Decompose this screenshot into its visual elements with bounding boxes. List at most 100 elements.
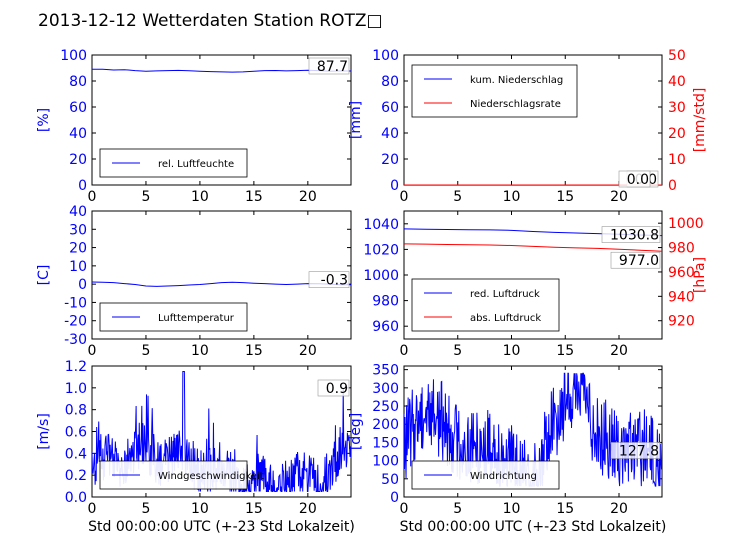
last-value-label: 0.9 (326, 381, 348, 397)
x-tick-label: 0 (400, 501, 409, 517)
last-value-label: 977.0 (619, 253, 659, 269)
y-tick-label: 960 (372, 319, 399, 335)
x-tick-label: 5 (141, 189, 150, 205)
y2-tick-label: 960 (668, 265, 695, 281)
x-tick-label: 10 (503, 343, 521, 359)
y-axis-label: [%] (36, 108, 52, 132)
x-tick-label: 15 (245, 501, 263, 517)
x-tick-label: 20 (610, 343, 628, 359)
y2-tick-label: 1000 (668, 216, 704, 232)
y-axis-label: [C] (36, 265, 52, 286)
legend-label: Windgeschwindigkeit (158, 471, 264, 482)
y-tick-label: 1.0 (65, 381, 87, 397)
legend-label: red. Luftdruck (470, 289, 540, 300)
y-tick-label: 0.6 (65, 425, 87, 441)
x-tick-label: 20 (610, 501, 628, 517)
y-tick-label: 980 (372, 294, 399, 310)
y2-tick-label: 920 (668, 314, 695, 330)
y-tick-label: 100 (60, 48, 87, 64)
x-tick-label: 15 (556, 343, 574, 359)
y-tick-label: 60 (381, 100, 399, 116)
last-value-box (308, 57, 350, 75)
y-tick-label: -20 (64, 314, 87, 330)
figure-title: 2013-12-12 Wetterdaten Station ROTZ□ (38, 11, 383, 31)
y-tick-label: 0 (78, 277, 87, 293)
x-tick-label: 5 (453, 189, 462, 205)
y-tick-label: 300 (372, 381, 399, 397)
y-tick-label: -10 (64, 295, 87, 311)
legend-box (411, 64, 578, 118)
y2-tick-label: 40 (668, 74, 686, 90)
legend-label: abs. Luftdruck (470, 313, 541, 324)
y-tick-label: 0 (390, 178, 399, 194)
legend-label: Niederschlagsrate (470, 99, 561, 110)
y-axis-label: [deg] (348, 413, 364, 450)
series-line-1 (92, 68, 351, 73)
x-tick-label: 10 (191, 343, 209, 359)
x-tick-label: 15 (245, 189, 263, 205)
x-tick-label: 0 (88, 189, 97, 205)
chart-panel-pressure: 0 5 10 15 20 960 980 1000 1020 1040 920 940 960 980 10… (363, 210, 708, 359)
series-line-2 (404, 243, 662, 252)
x-tick-label: 0 (400, 189, 409, 205)
x-tick-label: 0 (88, 343, 97, 359)
legend-label: Lufttemperatur (158, 313, 235, 324)
y-tick-label: 350 (372, 363, 399, 379)
x-tick-label: 5 (453, 501, 462, 517)
series-line-1 (92, 281, 351, 287)
y-tick-label: 100 (372, 48, 399, 64)
x-tick-label: 0 (88, 501, 97, 517)
y2-tick-label: 0 (668, 178, 677, 194)
legend-label: Windrichtung (470, 471, 537, 482)
y-tick-label: 0.8 (65, 403, 87, 419)
chart-panel-humidity: 0 5 10 15 20 0 20 40 60 80 100 [%] rel. Luftfeuchte 8… (36, 48, 352, 205)
chart-panel-windspeed: 0 5 10 15 20 0.0 0.2 0.4 0.6 0.8 1.0 1.2 [m/s] Std 00… (36, 359, 355, 535)
x-tick-label: 10 (503, 501, 521, 517)
y-tick-label: 0 (390, 490, 399, 506)
x-axis-label: Std 00:00:00 UTC (+-23 Std Lokalzeit) (400, 519, 667, 535)
last-value-box (308, 271, 350, 288)
last-value-box (610, 442, 661, 459)
y-tick-label: 250 (372, 399, 399, 415)
y-tick-label: 150 (372, 435, 399, 451)
last-value-label: -0.3 (321, 273, 348, 289)
x-tick-label: 15 (556, 189, 574, 205)
y-axis-label: [mm] (348, 101, 364, 139)
chart-panel-precip: 0 5 10 15 20 0 20 40 60 80 100 0 10 20 30 40 50 [mm/std] [… (348, 48, 708, 205)
y-tick-label: 0.0 (65, 490, 87, 506)
y-tick-label: 40 (69, 126, 87, 142)
x-tick-label: 5 (141, 343, 150, 359)
y-tick-label: 50 (381, 472, 399, 488)
y-tick-label: 0.4 (65, 446, 87, 462)
y-tick-label: 60 (69, 100, 87, 116)
x-tick-label: 20 (299, 343, 317, 359)
x-tick-label: 10 (503, 189, 521, 205)
last-value-label: 1030.8 (610, 228, 659, 244)
y-tick-label: 30 (69, 222, 87, 238)
x-tick-label: 5 (141, 501, 150, 517)
legend-box (411, 278, 560, 332)
y-tick-label: 0.2 (65, 468, 87, 484)
y-tick-label: 40 (69, 204, 87, 220)
y2-tick-label: 20 (668, 126, 686, 142)
y-tick-label: 20 (69, 241, 87, 257)
last-value-label: 127.8 (619, 443, 659, 459)
last-value-box-2 (618, 170, 651, 188)
y2-tick-label: 30 (668, 100, 686, 116)
y2-axis-label: [hPa] (692, 257, 708, 293)
x-axis-label: Std 00:00:00 UTC (+-23 Std Lokalzeit) (88, 519, 355, 535)
last-value-label: 0.0 (627, 172, 649, 188)
y-tick-label: 80 (69, 74, 87, 90)
y-tick-label: 200 (372, 417, 399, 433)
y-tick-label: 1020 (363, 242, 399, 258)
y-tick-label: 0 (78, 178, 87, 194)
y2-tick-label: 50 (668, 48, 686, 64)
x-tick-label: 5 (453, 343, 462, 359)
y-tick-label: 1000 (363, 268, 399, 284)
x-tick-label: 15 (556, 501, 574, 517)
legend-label: kum. Niederschlag (470, 75, 563, 86)
y-tick-label: 1040 (363, 217, 399, 233)
chart-panel-temperature: 0 5 10 15 20 -30 -20 -10 0 10 20 30 40 [C] Lufttempera… (36, 204, 352, 359)
